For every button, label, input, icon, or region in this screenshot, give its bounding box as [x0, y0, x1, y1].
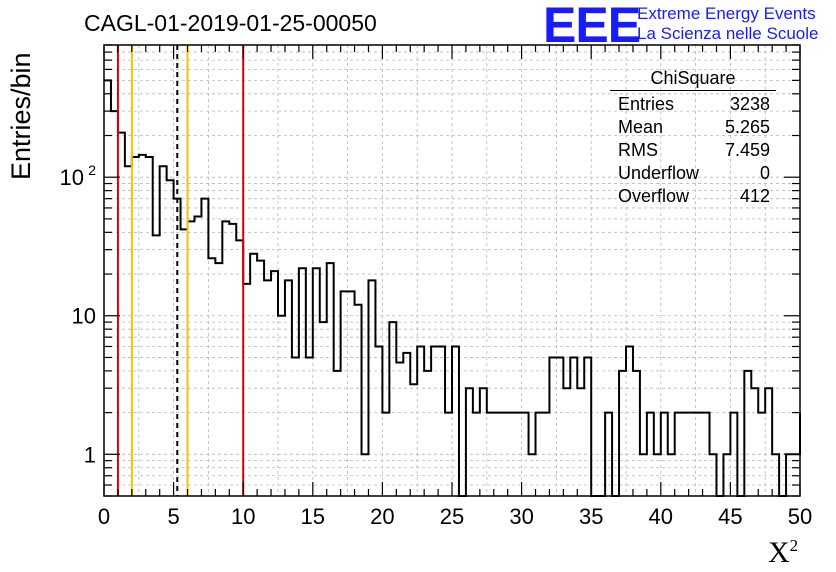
stats-row-underflow: Underflow 0: [618, 163, 770, 183]
x-tick-label: 0: [98, 504, 110, 529]
stats-row-overflow: Overflow 412: [618, 186, 770, 206]
logo-line-2: La Scienza nelle Scuole: [637, 24, 819, 43]
y-axis-label: Entries/bin: [6, 52, 36, 180]
y-tick-label: 1: [84, 442, 96, 467]
eee-logo: EEE: [543, 0, 641, 53]
y-tick-label: 10: [72, 304, 96, 329]
x-axis-label-sup: 2: [789, 536, 799, 555]
stats-box-title: ChiSquare: [610, 68, 776, 91]
x-tick-label: 20: [370, 504, 394, 529]
x-tick-label: 40: [649, 504, 673, 529]
x-tick-label: 50: [788, 504, 812, 529]
stats-row-rms: RMS 7.459: [618, 140, 770, 160]
x-tick-label: 45: [718, 504, 742, 529]
histogram-line: [104, 79, 801, 497]
y-tick-label-sup: 2: [88, 162, 96, 178]
x-tick-label: 15: [301, 504, 325, 529]
x-tick-label: 30: [509, 504, 533, 529]
x-axis-label: X2: [768, 536, 799, 569]
stats-box: ChiSquare Entries 3238 Mean 5.265 RMS 7.459…: [610, 68, 776, 208]
stats-row-mean: Mean 5.265: [618, 117, 770, 137]
x-tick-label: 25: [440, 504, 464, 529]
x-tick-label: 10: [231, 504, 255, 529]
stats-row-entries: Entries 3238: [618, 94, 770, 114]
chart-title: CAGL-01-2019-01-25-00050: [84, 10, 377, 36]
y-tick-label: 10: [60, 165, 84, 190]
x-tick-label: 35: [579, 504, 603, 529]
logo-line-1: Extreme Energy Events: [637, 4, 816, 23]
x-tick-label: 5: [167, 504, 179, 529]
